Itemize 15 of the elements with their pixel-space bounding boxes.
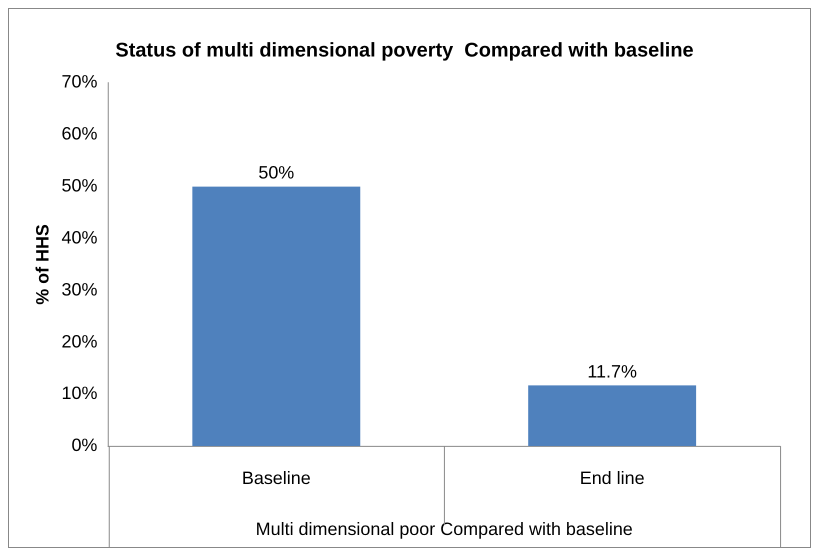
y-tick-label: 50%: [61, 176, 98, 196]
y-axis-title: % of HHS: [32, 224, 53, 305]
chart-title: Status of multi dimensional poverty Compared with baseline: [115, 39, 694, 62]
y-tick-label: 30%: [61, 279, 98, 300]
y-tick-label: 40%: [61, 227, 98, 248]
x-axis-title: Multi dimensional poor Compared with baseline: [256, 519, 633, 540]
y-tick-label: 0%: [71, 435, 98, 456]
data-label: 11.7%: [587, 361, 637, 382]
x-tick-label: End line: [580, 468, 645, 488]
y-tick-label: 70%: [61, 72, 98, 92]
x-tick-label: Baseline: [242, 468, 311, 488]
y-tick-label: 10%: [61, 383, 98, 404]
y-tick-label: 60%: [61, 124, 98, 144]
y-tick-label: 20%: [61, 331, 98, 352]
data-label: 50%: [258, 162, 294, 183]
